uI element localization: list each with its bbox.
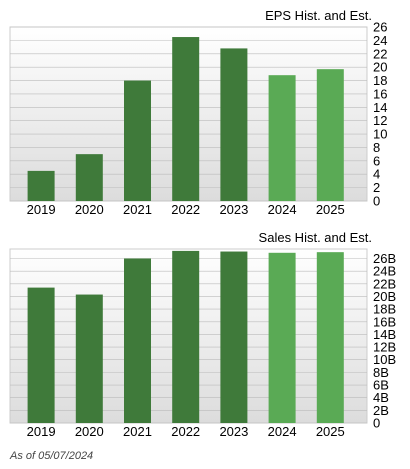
eps-y-tick-label: 4: [373, 167, 380, 182]
sales-bar-2025: [316, 252, 344, 423]
sales-x-tick-label: 2020: [75, 424, 104, 439]
eps-y-tick-label: 24: [373, 33, 387, 48]
eps-bar-2021: [124, 80, 151, 201]
eps-y-tick-label: 18: [373, 73, 387, 88]
eps-y-tick-label: 0: [373, 194, 380, 209]
eps-x-tick-label: 2021: [123, 202, 152, 217]
eps-y-tick-label: 12: [373, 113, 387, 128]
eps-y-tick-label: 6: [373, 153, 380, 168]
sales-y-tick-label: 14B: [373, 327, 396, 342]
sales-x-tick-label: 2021: [123, 424, 152, 439]
sales-y-tick-label: 18B: [373, 302, 396, 317]
eps-y-tick-label: 8: [373, 140, 380, 155]
eps-y-tick-label: 16: [373, 86, 387, 101]
eps-bar-2025: [316, 69, 344, 202]
eps-y-tick-label: 26: [373, 20, 387, 35]
sales-y-tick-label: 6B: [373, 378, 389, 393]
sales-y-tick-label: 22B: [373, 276, 396, 291]
sales-y-tick-label: 26B: [373, 251, 396, 266]
sales-bar-2023: [220, 251, 248, 423]
sales-chart-title: Sales Hist. and Est.: [258, 230, 372, 245]
sales-bar-2021: [124, 258, 151, 423]
sales-y-tick-label: 24B: [373, 264, 396, 279]
eps-bar-2022: [172, 37, 200, 202]
sales-x-tick-label: 2022: [171, 424, 200, 439]
eps-y-tick-label: 20: [373, 60, 387, 75]
sales-y-tick-label: 20B: [373, 289, 396, 304]
eps-bar-2019: [27, 170, 55, 201]
eps-x-tick-label: 2022: [171, 202, 200, 217]
sales-bar-2020: [75, 294, 103, 423]
sales-x-tick-label: 2025: [316, 424, 345, 439]
eps-bar-2024: [268, 75, 296, 201]
sales-bar-2024: [268, 252, 296, 423]
eps-x-tick-label: 2024: [268, 202, 297, 217]
eps-y-tick-label: 22: [373, 46, 387, 61]
eps-y-tick-label: 2: [373, 180, 380, 195]
eps-x-tick-label: 2023: [219, 202, 248, 217]
sales-y-tick-label: 2B: [373, 403, 389, 418]
sales-y-tick-label: 10B: [373, 352, 396, 367]
sales-y-tick-label: 16B: [373, 314, 396, 329]
sales-bar-2019: [27, 287, 55, 423]
eps-y-tick-label: 14: [373, 100, 387, 115]
sales-x-tick-label: 2019: [27, 424, 56, 439]
sales-y-tick-label: 0: [373, 416, 380, 431]
eps-bar-2020: [75, 154, 103, 201]
eps-y-tick-label: 10: [373, 127, 387, 142]
sales-y-tick-label: 4B: [373, 390, 389, 405]
eps-bar-2023: [220, 48, 248, 201]
sales-y-tick-label: 8B: [373, 365, 389, 380]
sales-bar-2022: [172, 250, 200, 423]
eps-chart-title: EPS Hist. and Est.: [265, 8, 372, 23]
eps-x-tick-label: 2019: [27, 202, 56, 217]
sales-x-tick-label: 2024: [268, 424, 297, 439]
eps-x-tick-label: 2020: [75, 202, 104, 217]
as-of-footer: As of 05/07/2024: [10, 450, 94, 462]
sales-y-tick-label: 12B: [373, 340, 396, 355]
sales-x-tick-label: 2023: [219, 424, 248, 439]
eps-x-tick-label: 2025: [316, 202, 345, 217]
